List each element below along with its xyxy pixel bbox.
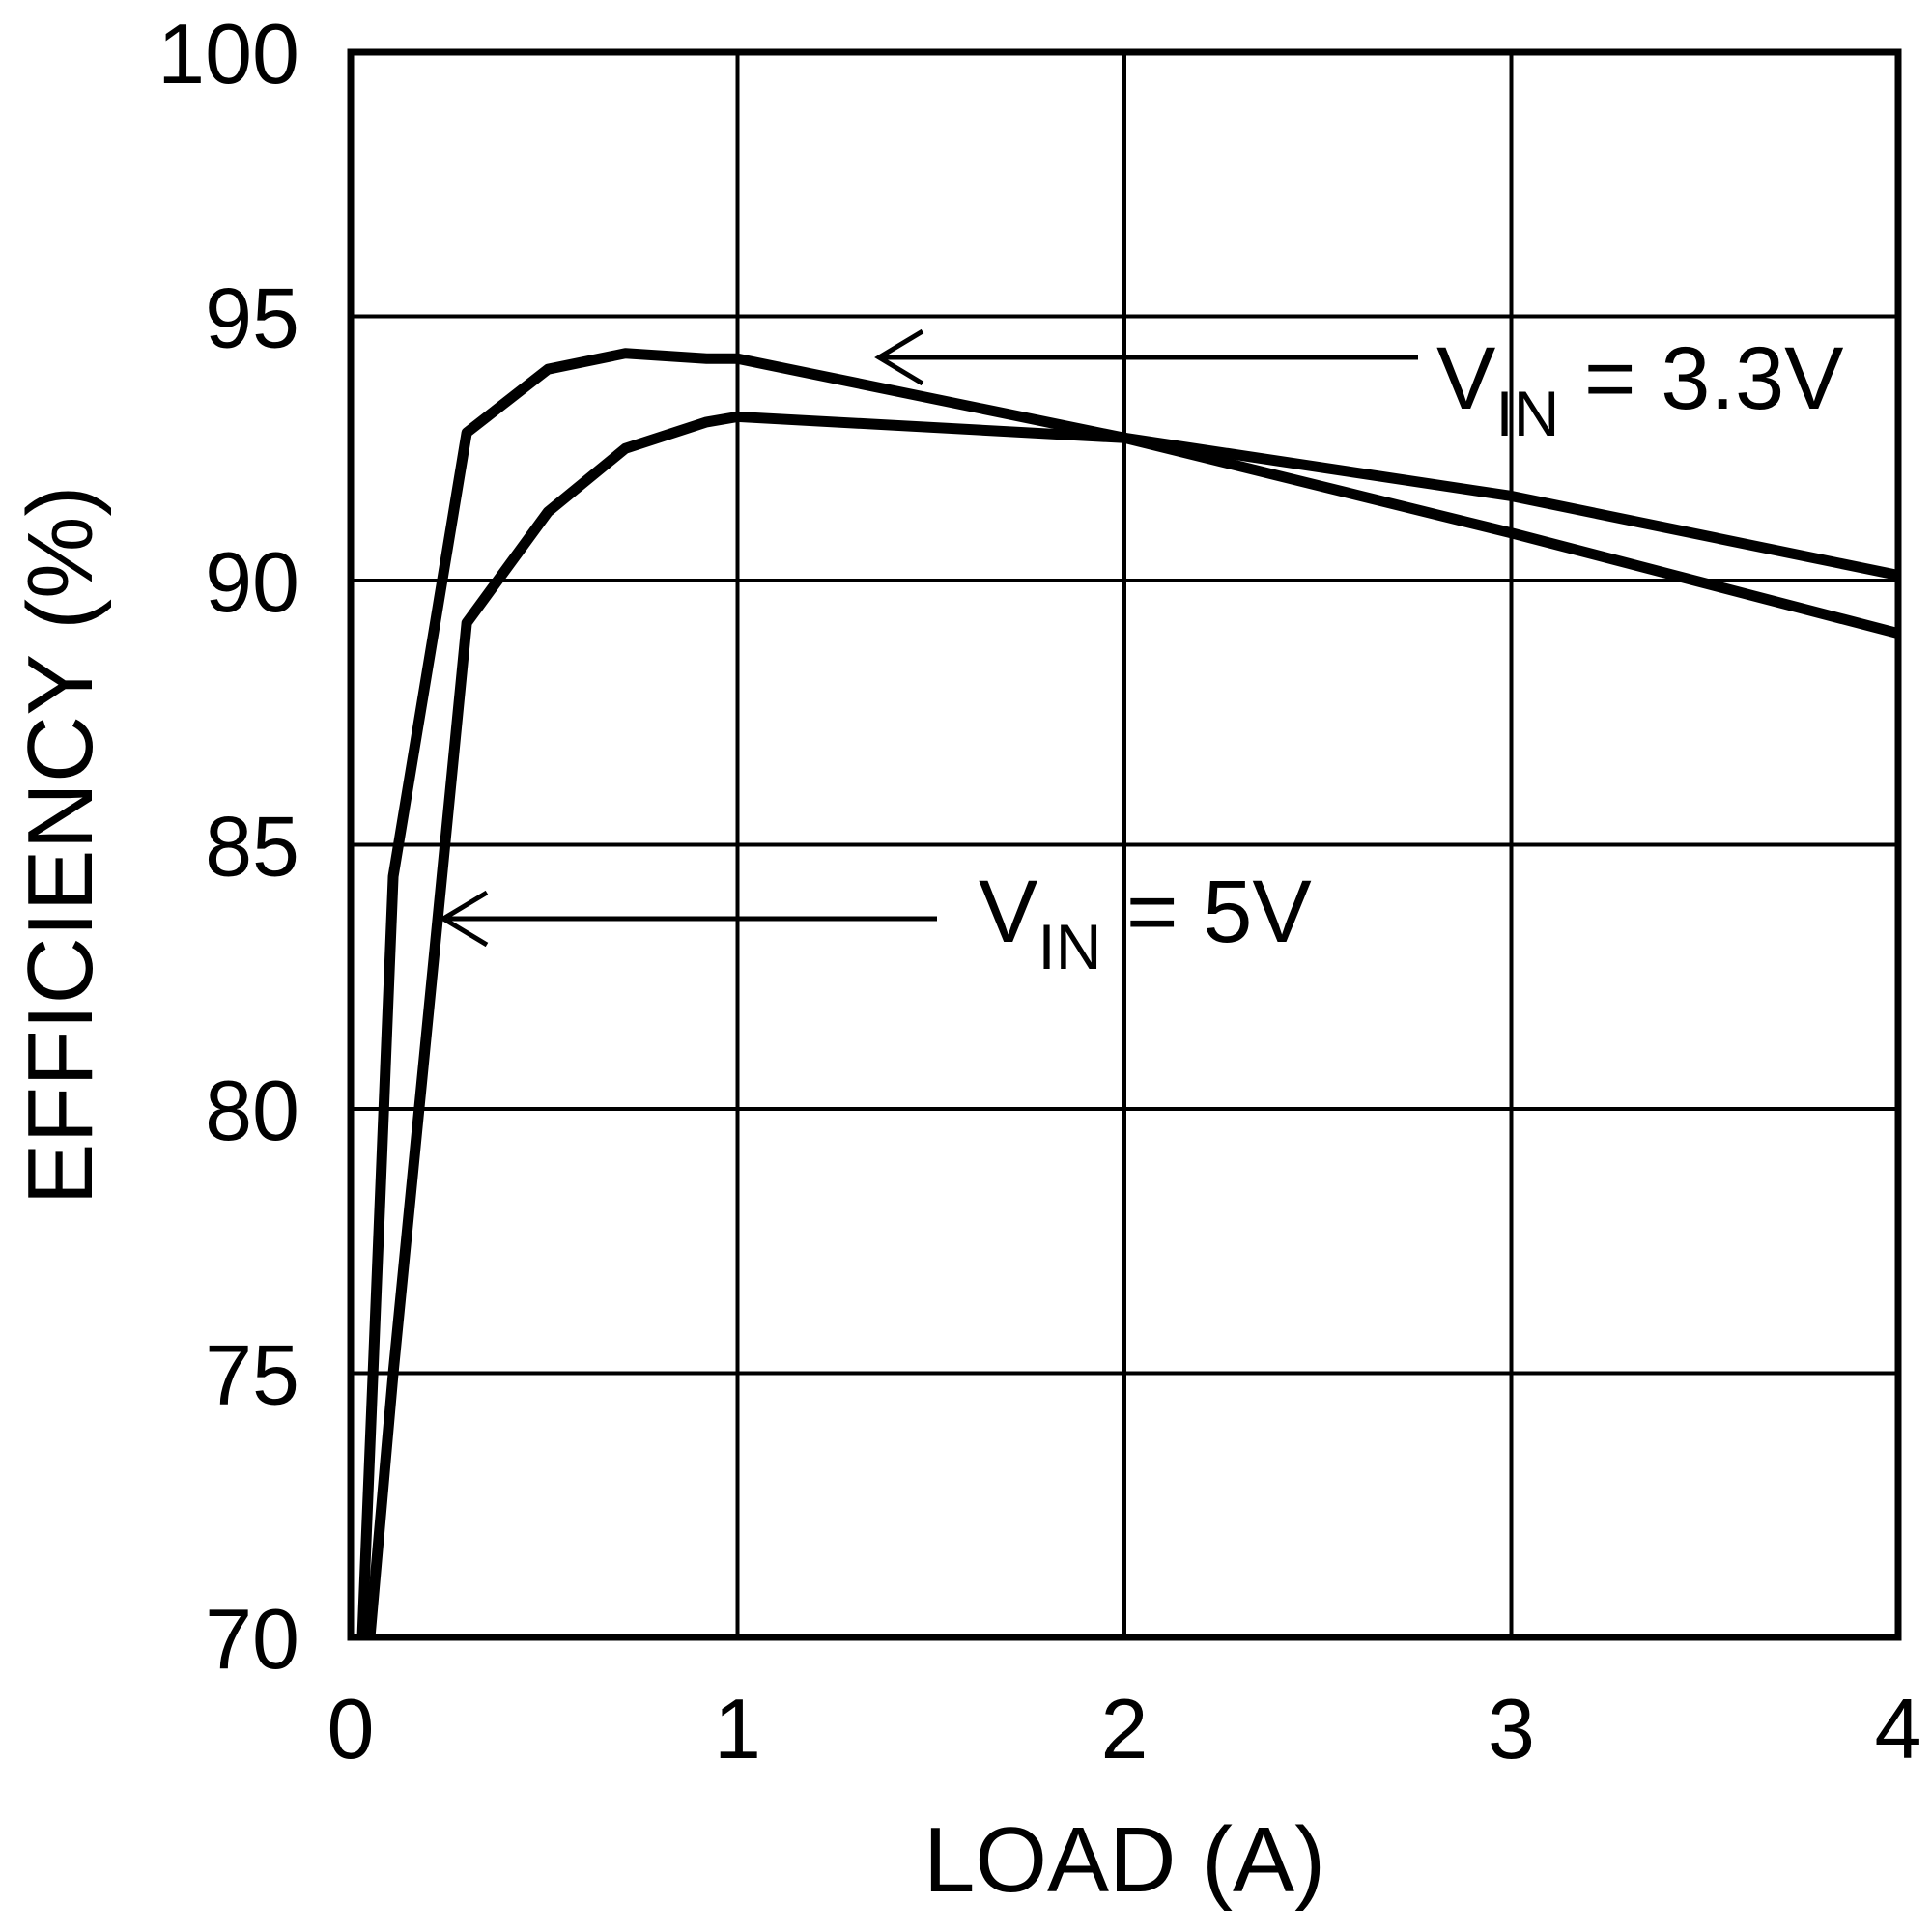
y-tick-label: 70: [205, 1591, 299, 1687]
x-tick-label: 4: [1875, 1681, 1922, 1776]
plot-frame: [347, 48, 1902, 1641]
x-axis-label: LOAD (A): [923, 1808, 1325, 1912]
arrowhead-icon: [439, 890, 489, 948]
series-line-1: [364, 411, 1900, 1638]
x-tick-label: 1: [714, 1681, 761, 1776]
annotation-vin-3-3v: VIN = 3.3V: [874, 328, 1843, 449]
x-tick-label: 0: [327, 1681, 375, 1776]
tick-labels: 0 1 2 3 4 70 75 80 85 90 95 100: [157, 6, 1921, 1776]
y-tick-label: 80: [205, 1063, 299, 1158]
series-label: VIN = 5V: [979, 863, 1312, 982]
y-tick-label: 75: [205, 1327, 299, 1423]
x-tick-label: 2: [1101, 1681, 1149, 1776]
arrowhead-icon: [874, 328, 924, 386]
x-tick-label: 3: [1488, 1681, 1535, 1776]
series-lines: [356, 348, 1900, 1638]
grid: [349, 50, 1900, 1639]
y-tick-label: 85: [205, 799, 299, 895]
series-label: VIN = 3.3V: [1436, 329, 1843, 449]
y-tick-label: 90: [205, 534, 299, 630]
annotation-vin-5v: VIN = 5V: [439, 863, 1312, 982]
y-tick-label: 100: [157, 6, 299, 101]
series-line-0: [356, 348, 1900, 1638]
y-tick-label: 95: [205, 270, 299, 366]
y-axis-label: EFFICIENCY (%): [9, 486, 112, 1206]
